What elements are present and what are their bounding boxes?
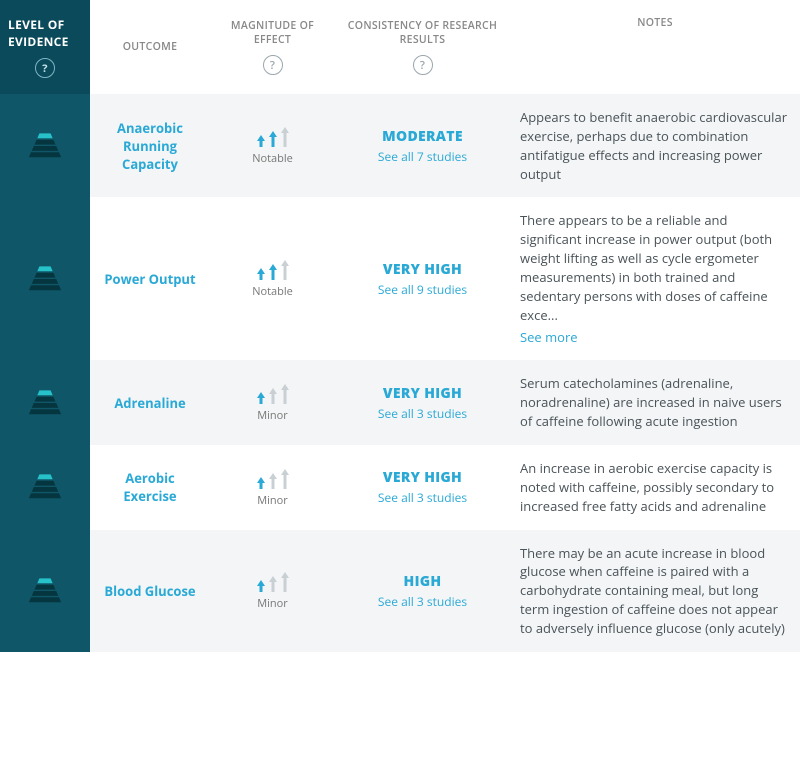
outcome-link[interactable]: Aerobic Exercise [100,469,200,505]
consistency-cell: VERY HIGH See all 3 studies [335,445,510,530]
magnitude-label: Notable [252,284,293,299]
magnitude-cell: Minor [210,530,335,652]
outcome-cell: Blood Glucose [90,530,210,652]
magnitude-arrows-icon [256,258,290,280]
table-header-row: LEVEL OF EVIDENCE ? OUTCOME MAGNITUDE OF… [0,0,800,94]
outcome-cell: Anaerobic Running Capacity [90,94,210,197]
magnitude-cell: Minor [210,445,335,530]
consistency-label: VERY HIGH [383,384,462,403]
magnitude-cell: Notable [210,197,335,360]
evidence-pyramid-icon [24,575,66,607]
header-magnitude-label: MAGNITUDE OF EFFECT [218,19,327,47]
notes-cell: There appears to be a reliable and signi… [510,197,800,360]
header-consistency-label: CONSISTENCY OF RESEARCH RESULTS [343,19,502,47]
outcome-link[interactable]: Anaerobic Running Capacity [100,119,200,173]
outcome-cell: Adrenaline [90,360,210,445]
evidence-cell [0,360,90,445]
magnitude-arrows-icon [256,467,290,489]
notes-cell: Appears to benefit anaerobic cardiovascu… [510,94,800,197]
magnitude-label: Minor [257,408,288,423]
consistency-cell: HIGH See all 3 studies [335,530,510,652]
magnitude-cell: Notable [210,94,335,197]
notes-cell: An increase in aerobic exercise capacity… [510,445,800,530]
notes-cell: Serum catecholamines (adrenaline, noradr… [510,360,800,445]
consistency-cell: VERY HIGH See all 9 studies [335,197,510,360]
consistency-label: HIGH [404,572,442,591]
header-magnitude: MAGNITUDE OF EFFECT ? [210,0,335,94]
table-row: Power Output Notable VERY HIGH See all 9… [0,197,800,360]
see-more-link[interactable]: See more [520,328,578,346]
consistency-label: MODERATE [382,127,463,146]
notes-text: There may be an acute increase in blood … [520,544,785,637]
outcome-cell: Power Output [90,197,210,360]
outcome-link[interactable]: Blood Glucose [104,582,195,600]
evidence-pyramid-icon [24,471,66,503]
evidence-pyramid-icon [24,387,66,419]
header-evidence: LEVEL OF EVIDENCE ? [0,0,90,94]
magnitude-cell: Minor [210,360,335,445]
magnitude-arrows-icon [256,382,290,404]
header-notes: NOTES [510,0,800,94]
outcome-link[interactable]: Adrenaline [114,394,185,412]
notes-text: There appears to be a reliable and signi… [520,211,772,323]
table-row: Blood Glucose Minor HIGH See all 3 studi… [0,530,800,652]
studies-link[interactable]: See all 9 studies [378,281,467,298]
magnitude-arrows-icon [256,125,290,147]
evidence-table: LEVEL OF EVIDENCE ? OUTCOME MAGNITUDE OF… [0,0,800,652]
consistency-cell: VERY HIGH See all 3 studies [335,360,510,445]
evidence-cell [0,445,90,530]
table-row: Adrenaline Minor VERY HIGH See all 3 stu… [0,360,800,445]
studies-link[interactable]: See all 3 studies [378,489,467,506]
header-outcome-label: OUTCOME [123,40,178,54]
evidence-cell [0,94,90,197]
header-consistency: CONSISTENCY OF RESEARCH RESULTS ? [335,0,510,94]
header-evidence-label: LEVEL OF EVIDENCE [8,16,82,50]
table-row: Aerobic Exercise Minor VERY HIGH See all… [0,445,800,530]
notes-text: Serum catecholamines (adrenaline, noradr… [520,374,782,430]
table-row: Anaerobic Running Capacity Notable MODER… [0,94,800,197]
evidence-cell [0,530,90,652]
help-icon[interactable]: ? [263,55,283,75]
notes-cell: There may be an acute increase in blood … [510,530,800,652]
consistency-label: VERY HIGH [383,260,462,279]
studies-link[interactable]: See all 7 studies [378,148,467,165]
outcome-cell: Aerobic Exercise [90,445,210,530]
magnitude-arrows-icon [256,570,290,592]
header-outcome: OUTCOME [90,0,210,94]
magnitude-label: Minor [257,493,288,508]
help-icon[interactable]: ? [413,55,433,75]
evidence-pyramid-icon [24,263,66,295]
magnitude-label: Minor [257,596,288,611]
studies-link[interactable]: See all 3 studies [378,405,467,422]
help-icon[interactable]: ? [35,58,55,78]
evidence-pyramid-icon [24,130,66,162]
consistency-label: VERY HIGH [383,468,462,487]
notes-text: Appears to benefit anaerobic cardiovascu… [520,108,787,183]
outcome-link[interactable]: Power Output [104,270,195,288]
notes-text: An increase in aerobic exercise capacity… [520,459,774,515]
magnitude-label: Notable [252,151,293,166]
header-notes-label: NOTES [637,16,673,30]
evidence-cell [0,197,90,360]
consistency-cell: MODERATE See all 7 studies [335,94,510,197]
studies-link[interactable]: See all 3 studies [378,593,467,610]
